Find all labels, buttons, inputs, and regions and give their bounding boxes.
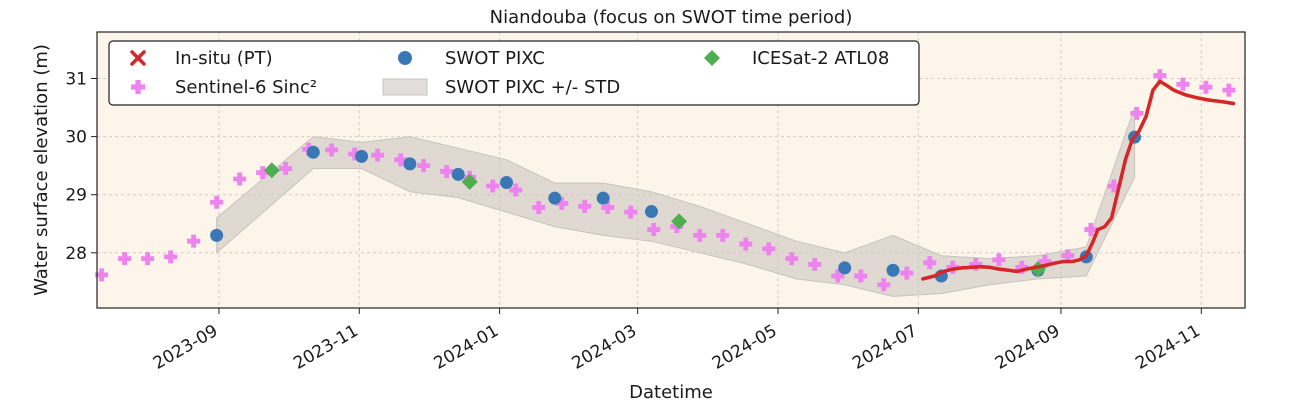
std-band-layer <box>216 107 1136 297</box>
swot-point <box>596 191 610 205</box>
insitu-layer <box>921 79 1236 281</box>
sentinel-point <box>601 200 615 214</box>
sentinel-point <box>325 143 339 157</box>
sentinel-point <box>1084 223 1098 237</box>
swot-std-band <box>216 107 1136 297</box>
sentinel-point <box>1061 249 1075 263</box>
x-tick-label: 2024-09 <box>992 321 1064 374</box>
sentinel-point <box>532 200 546 214</box>
chart-title: Niandouba (focus on SWOT time period) <box>490 7 853 28</box>
y-axis-label: Water surface elevation (m) <box>31 44 52 296</box>
legend-sentinel-marker <box>131 80 145 94</box>
swot-point <box>838 261 852 275</box>
sentinel-point <box>1107 179 1121 193</box>
sentinel-point <box>624 205 638 219</box>
sentinel-point <box>647 223 661 237</box>
sentinel-point <box>141 252 155 266</box>
x-tick-label: 2024-07 <box>849 321 921 374</box>
legend-band-marker <box>382 78 428 96</box>
sentinel-point <box>555 196 569 210</box>
x-tick-label: 2023-09 <box>150 321 222 374</box>
sentinel-point <box>279 162 293 176</box>
sentinel-point <box>1222 83 1236 97</box>
legend-label: ICESat-2 ATL08 <box>752 48 889 69</box>
swot-point <box>306 145 320 159</box>
sentinel-point <box>808 257 822 271</box>
sentinel-point <box>693 228 707 242</box>
sentinel-point <box>739 237 753 251</box>
x-tick-label: 2024-11 <box>1132 321 1204 374</box>
sentinel-point <box>1038 255 1052 269</box>
sentinel-point <box>95 268 109 282</box>
sentinel-point <box>992 253 1006 267</box>
swot-point <box>644 205 658 219</box>
legend: In-situ (PT) SWOT PIXC ICESat-2 ATL08 Senti… <box>108 40 920 106</box>
x-tick-label: 2024-03 <box>569 321 641 374</box>
sentinel-point <box>1199 80 1213 94</box>
sentinel-point <box>578 199 592 213</box>
y-tick-label: 30 <box>65 128 87 148</box>
swot-point <box>500 175 514 189</box>
swot-point <box>210 228 224 242</box>
legend-label: In-situ (PT) <box>175 48 273 69</box>
sentinel-point <box>486 179 500 193</box>
sentinel-point <box>1176 77 1190 91</box>
sentinel-point <box>509 183 523 197</box>
insitu-line <box>921 79 1236 281</box>
legend-label: SWOT PIXC +/- STD <box>445 77 620 98</box>
icesat-point <box>263 162 280 179</box>
swot-point <box>355 149 369 163</box>
swot-point <box>886 263 900 277</box>
x-axis-label: Datetime <box>629 382 713 403</box>
sentinel-point <box>164 250 178 264</box>
icesat-layer <box>263 162 1046 278</box>
plot-frame <box>96 31 1246 309</box>
x-tick-label: 2023-11 <box>290 321 362 374</box>
sentinel-point <box>118 252 132 266</box>
x-tick-label: 2024-01 <box>431 321 503 374</box>
legend-label: SWOT PIXC <box>445 48 545 69</box>
icesat-point <box>671 213 688 230</box>
legend-swot-marker <box>398 51 412 65</box>
x-axis-ticks: 2023-09 2023-11 2024-01 2024-03 2024-05 2024-… <box>150 308 1204 374</box>
sentinel-point <box>394 153 408 167</box>
sentinel-point <box>371 148 385 162</box>
sentinel-point <box>831 269 845 283</box>
sentinel-point <box>877 278 891 292</box>
y-axis-ticks: 28 29 30 31 <box>65 69 97 264</box>
sentinel-point <box>1153 69 1167 83</box>
swot-point <box>548 191 562 205</box>
sentinel-point <box>923 256 937 270</box>
y-tick-label: 29 <box>65 186 87 206</box>
sentinel-point <box>854 269 868 283</box>
legend-insitu-marker <box>130 50 146 66</box>
swot-point <box>451 167 465 181</box>
sentinel-point <box>210 195 224 209</box>
y-tick-label: 31 <box>65 69 87 89</box>
legend-icesat-marker <box>704 50 720 66</box>
sentinel-point <box>256 166 270 180</box>
sentinel-point <box>716 228 730 242</box>
sentinel-point <box>440 164 454 178</box>
sentinel-point <box>785 252 799 266</box>
x-tick-label: 2024-05 <box>709 321 781 374</box>
sentinel-point <box>969 257 983 271</box>
legend-label: Sentinel-6 Sinc² <box>175 77 317 98</box>
sentinel-point <box>1130 106 1144 120</box>
sentinel-point <box>1015 260 1029 274</box>
swot-point <box>403 157 417 171</box>
sentinel-point <box>417 159 431 173</box>
swot-layer <box>210 130 1142 283</box>
sentinel-point <box>762 242 776 256</box>
sentinel-point <box>187 234 201 248</box>
sentinel-point <box>348 147 362 161</box>
sentinel-layer <box>95 69 1236 292</box>
sentinel-point <box>233 172 247 186</box>
sentinel-point <box>900 266 914 280</box>
icesat-point <box>461 173 478 190</box>
y-tick-label: 28 <box>65 244 87 264</box>
